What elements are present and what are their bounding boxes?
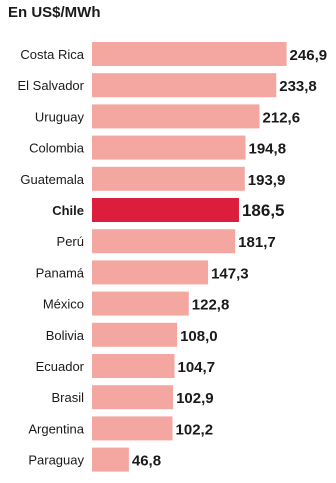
category-label-chile: Chile — [52, 203, 84, 218]
bar-bolivia — [92, 322, 178, 347]
value-label-uruguay: 212,6 — [263, 109, 301, 126]
value-label-chile: 186,5 — [242, 201, 285, 220]
category-label-uruguay: Uruguay — [35, 109, 85, 124]
bar-colombia — [92, 135, 246, 160]
value-label-el-salvador: 233,8 — [279, 78, 317, 95]
value-label-bolivia: 108,0 — [180, 328, 218, 345]
category-label-panama: Panamá — [36, 265, 85, 280]
bar-ecuador — [92, 354, 175, 378]
value-label-brasil: 102,9 — [176, 390, 214, 407]
bar-guatemala — [92, 166, 245, 191]
category-label-el-salvador: El Salvador — [18, 78, 85, 93]
category-label-bolivia: Bolivia — [46, 328, 85, 343]
category-label-colombia: Colombia — [29, 141, 85, 156]
bar-el-salvador — [92, 73, 277, 98]
category-label-brasil: Brasil — [51, 390, 84, 405]
category-label-costa-rica: Costa Rica — [20, 47, 84, 62]
value-label-peru: 181,7 — [238, 234, 276, 251]
value-label-argentina: 102,2 — [176, 421, 214, 438]
category-label-ecuador: Ecuador — [36, 359, 85, 374]
bar-paraguay — [92, 447, 129, 472]
category-label-guatemala: Guatemala — [20, 172, 84, 187]
chart-title: En US$/MWh — [8, 4, 101, 21]
bar-argentina — [92, 416, 173, 441]
value-label-costa-rica: 246,9 — [290, 47, 328, 64]
bar-peru — [92, 229, 236, 254]
value-label-mexico: 122,8 — [192, 297, 230, 314]
value-label-paraguay: 46,8 — [132, 453, 161, 470]
category-label-paraguay: Paraguay — [28, 453, 84, 468]
category-label-mexico: México — [43, 297, 84, 312]
value-label-colombia: 194,8 — [249, 141, 287, 158]
value-label-guatemala: 193,9 — [248, 172, 286, 189]
bar-brasil — [92, 385, 174, 410]
bar-costa-rica — [92, 42, 287, 66]
bar-uruguay — [92, 104, 260, 129]
category-label-argentina: Argentina — [28, 421, 84, 436]
bar-panama — [92, 260, 209, 285]
bar-mexico — [92, 291, 189, 316]
category-label-peru: Perú — [57, 234, 84, 249]
value-label-ecuador: 104,7 — [178, 359, 216, 376]
bar-chile — [92, 198, 239, 222]
value-label-panama: 147,3 — [211, 265, 249, 282]
